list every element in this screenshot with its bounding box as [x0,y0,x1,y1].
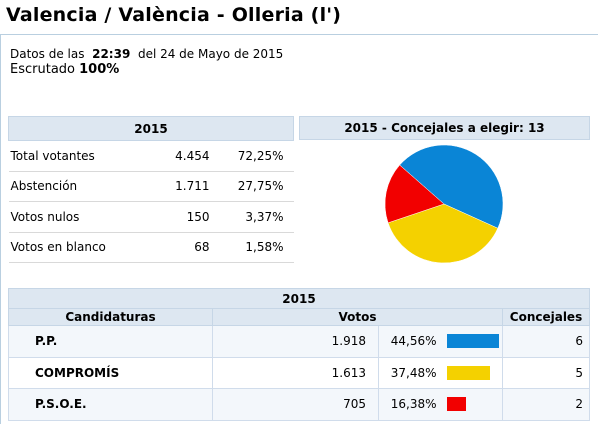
col-votos: Votos [212,308,503,326]
summary-pct: 27,75% [219,171,294,202]
col-concejales: Concejales [502,308,590,326]
datos-label: Datos de las [10,47,85,61]
col-candidaturas: Candidaturas [8,308,213,326]
party-name: COMPROMÍS [8,356,213,389]
table-row: COMPROMÍS 1.613 37,48% 5 [8,356,590,389]
summary-label: Votos nulos [8,201,150,233]
party-votes: 1.613 [212,356,379,389]
summary-pct: 1,58% [219,232,294,263]
summary-header: 2015 [8,116,294,141]
party-pct: 37,48% [378,356,443,389]
data-timestamp: Datos de las 22:39 del 24 de Mayo de 201… [10,47,283,62]
vote-bar [446,365,491,380]
summary-value: 150 [149,201,220,233]
party-seats: 5 [502,356,590,389]
summary-label: Total votantes [8,140,150,172]
party-name: P.P. [8,325,213,358]
summary-table: 2015 Total votantes 4.454 72,25% Abstenc… [8,116,294,263]
summary-pct: 72,25% [219,140,294,172]
table-row: Votos nulos 150 3,37% [8,201,294,233]
summary-pct: 3,37% [219,201,294,233]
data-date: del 24 de Mayo de 2015 [137,47,284,61]
table-row: P.S.O.E. 705 16,38% 2 [8,388,590,421]
summary-value: 68 [149,232,220,263]
content-frame [0,34,598,424]
party-seats: 2 [502,388,590,421]
party-seats: 6 [502,325,590,358]
party-votes: 1.918 [212,325,379,358]
info-block: Datos de las 22:39 del 24 de Mayo de 201… [10,47,283,77]
summary-label: Abstención [8,171,150,202]
party-name: P.S.O.E. [8,388,213,421]
table-row: P.P. 1.918 44,56% 6 [8,325,590,358]
escrutado: Escrutado 100% [10,62,283,77]
results-year: 2015 [8,288,590,309]
escrutado-value: 100% [79,62,120,77]
seats-pie-chart [384,144,504,264]
table-row: Total votantes 4.454 72,25% [8,140,294,172]
pie-slice-0 [399,144,504,229]
party-pct: 44,56% [378,325,443,358]
pie-header: 2015 - Concejales a elegir: 13 [299,116,590,140]
results-table: 2015 Candidaturas Votos Concejales P.P. … [8,288,590,421]
summary-label: Votos en blanco [8,232,150,263]
data-time: 22:39 [92,47,131,61]
pie-slice-1 [387,203,499,264]
table-row: Abstención 1.711 27,75% [8,171,294,202]
vote-bar [446,397,466,412]
party-pct: 16,38% [378,388,443,421]
party-votes: 705 [212,388,379,421]
escrutado-label: Escrutado [10,62,75,77]
page-title: Valencia / València - Olleria (l') [6,4,342,26]
pie-slice-2 [384,164,445,224]
vote-bar [446,334,499,349]
summary-value: 4.454 [149,140,220,172]
summary-value: 1.711 [149,171,220,202]
table-row: Votos en blanco 68 1,58% [8,232,294,263]
